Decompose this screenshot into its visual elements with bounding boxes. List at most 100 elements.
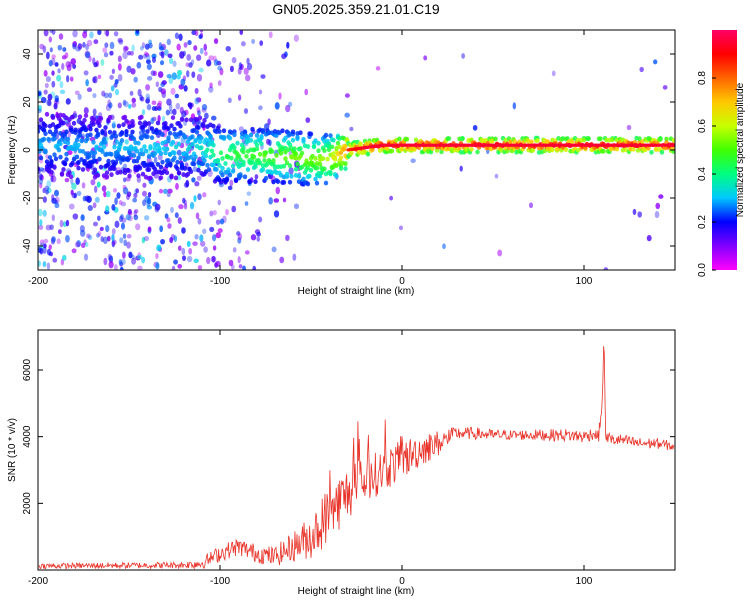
ridge-cell — [241, 149, 246, 155]
ridge-cell — [38, 117, 44, 123]
ridge-cell — [245, 135, 251, 140]
ridge-cell — [241, 159, 246, 165]
ridge-cell — [137, 165, 143, 171]
ridge-cell — [175, 166, 180, 172]
ridge-cell — [203, 153, 209, 159]
snr-plot-area — [38, 330, 675, 570]
spectrogram-cell — [51, 194, 55, 201]
spectrogram-cell — [46, 99, 52, 106]
ridge-cell — [314, 165, 320, 171]
spectrogram-cell — [44, 185, 50, 191]
spectrogram-cell — [144, 43, 150, 50]
spectrogram-cell — [146, 199, 151, 208]
spectrogram-cell — [183, 85, 188, 92]
ridge-cell — [83, 127, 89, 133]
ridge-cell — [301, 136, 306, 142]
ridge-cell — [124, 129, 129, 134]
ridge-cell — [169, 173, 174, 179]
spectrogram-cell — [151, 106, 157, 111]
spectrogram-cell — [54, 196, 60, 204]
ridge-cell — [188, 169, 194, 175]
spectrogram-cell — [410, 158, 416, 164]
ridge-cell — [217, 162, 222, 168]
spectrogram-cell — [140, 45, 144, 51]
spectrogram-cell — [45, 189, 49, 195]
spectrogram-cell — [38, 173, 43, 180]
spectrogram-cell — [100, 59, 105, 66]
ridge-cell — [47, 129, 53, 135]
spectrogram-cell — [237, 237, 242, 244]
spectrogram-cell — [177, 263, 183, 269]
spectrogram-cell — [108, 260, 114, 269]
spectrogram-cell — [186, 240, 191, 248]
spectrogram-cell — [51, 175, 57, 183]
ridge-cell — [47, 155, 53, 160]
ridge-cell — [283, 135, 288, 141]
spectrogram-cell — [57, 44, 63, 51]
spectrogram-cell — [59, 81, 64, 89]
spectrogram-cell — [92, 202, 97, 209]
spectrogram-x-label: Height of straight line (km) — [298, 286, 415, 297]
ridge-cell — [166, 158, 171, 163]
y-tick-label: 40 — [22, 48, 33, 60]
spectrogram-cell — [69, 76, 74, 82]
ridge-cell — [155, 162, 161, 167]
spectrogram-cell — [97, 230, 102, 237]
spectrogram-cell — [38, 208, 43, 217]
spectrogram-cell — [209, 210, 214, 217]
spectrogram-cell — [292, 253, 297, 261]
ridge-cell — [290, 129, 296, 135]
spectrogram-cell — [274, 102, 280, 110]
spectrogram-cell — [258, 105, 263, 111]
spectrogram-cell — [186, 70, 190, 78]
spectrogram-cell — [82, 41, 86, 48]
spectrogram-cell — [154, 203, 161, 211]
ridge-cell — [82, 117, 87, 123]
spectrogram-cell — [137, 254, 143, 260]
spectrogram-cell — [191, 71, 196, 79]
ridge-cell — [41, 136, 47, 142]
spectrogram-cell — [183, 203, 188, 210]
ridge-cell — [253, 179, 258, 185]
spectrogram-cell — [103, 92, 110, 99]
spectrogram-cell — [349, 126, 354, 132]
spectrogram-cell — [212, 245, 217, 251]
spectrogram-cell — [76, 190, 82, 197]
ridge-cell — [104, 174, 110, 180]
spectrogram-cell — [45, 154, 49, 159]
ridge-cell — [46, 136, 51, 142]
spectrogram-cell — [70, 58, 77, 65]
ridge-cell — [413, 137, 419, 143]
ridge-cell — [649, 149, 654, 155]
spectrogram-cell — [123, 100, 129, 108]
ridge-cell — [457, 145, 462, 151]
spectrogram-cell — [188, 247, 193, 255]
ridge-cell — [124, 118, 129, 124]
spectrogram-cell — [57, 68, 61, 74]
spectrogram-cell — [177, 217, 182, 224]
spectrogram-cell — [39, 43, 45, 50]
ridge-cell — [251, 154, 257, 160]
spectrogram-cell — [167, 188, 173, 194]
spectrogram-cell — [459, 165, 463, 172]
ridge-cell — [67, 170, 72, 176]
ridge-cell — [98, 116, 104, 121]
spectrogram-cell — [87, 235, 93, 241]
spectrogram-cell — [141, 42, 146, 49]
spectrogram-cell — [108, 102, 113, 109]
spectrogram-cell — [159, 60, 165, 66]
ridge-cell — [116, 147, 122, 153]
ridge-cell — [95, 172, 101, 178]
spectrogram-cell — [146, 76, 153, 81]
spectrogram-cell — [146, 104, 152, 111]
ridge-cell — [92, 150, 98, 156]
ridge-cell — [430, 146, 435, 151]
spectrogram-cell — [86, 39, 93, 47]
ridge-cell — [296, 173, 302, 179]
ridge-cell — [185, 171, 191, 177]
spectrogram-cell — [194, 87, 199, 95]
ridge-cell — [38, 166, 41, 172]
ridge-core — [671, 143, 675, 147]
ridge-cell — [263, 150, 269, 156]
spectrogram-cell — [105, 224, 110, 233]
